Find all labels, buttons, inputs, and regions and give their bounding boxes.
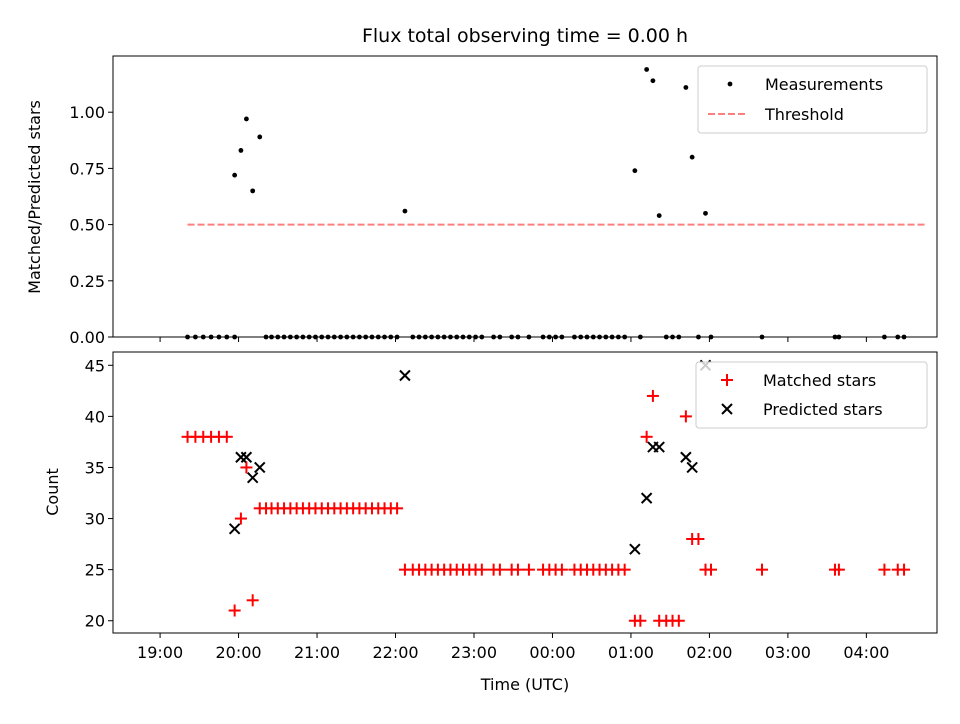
top-y-tick-label: 1.00 (69, 103, 105, 122)
matched-star-point (679, 410, 692, 423)
predicted-star-point (228, 523, 241, 535)
bottom-x-ticks: 19:00 20:00 21:00 22:00 23:00 00:00 01:00 02:00… (137, 633, 889, 662)
matched-star-point (246, 594, 259, 607)
top-y-tick-label: 0.00 (69, 328, 105, 347)
legend-matched-label: Matched stars (763, 371, 876, 390)
top-y-axis-label: Matched/Predicted stars (25, 100, 44, 294)
bottom-y-tick-label: 45 (85, 356, 105, 375)
bottom-legend-box (695, 361, 928, 429)
panel-bottom: Count Time (UTC) 20 25 30 35 40 45 19:00 20:00… (43, 351, 938, 694)
top-axes-frame (112, 55, 938, 338)
predicted-star-point (246, 471, 259, 484)
matched-star-point (832, 563, 845, 576)
top-legend: Measurements Threshold (697, 65, 928, 134)
bottom-y-tick-label: 30 (85, 510, 105, 529)
bottom-y-tick-label: 35 (85, 458, 105, 477)
legend-predicted-label: Predicted stars (763, 400, 883, 419)
matched-star-point (898, 563, 911, 576)
measurement-point (232, 172, 238, 178)
matched-star-point (555, 563, 568, 576)
x-tick-label: 19:00 (137, 643, 183, 662)
predicted-star-point (640, 492, 653, 504)
measurement-point (402, 208, 408, 214)
predicted-star-point (629, 543, 641, 555)
legend-threshold-label: Threshold (764, 105, 844, 124)
bottom-y-tick-label: 20 (85, 612, 105, 631)
x-axis-label: Time (UTC) (480, 675, 569, 694)
matched-star-point (672, 614, 685, 627)
bottom-legend: Matched stars Predicted stars (695, 361, 928, 429)
matched-star-point (878, 563, 891, 576)
predicted-star-point (680, 451, 692, 463)
measurement-point (238, 148, 244, 153)
bottom-y-ticks: 20 25 30 35 40 45 (85, 356, 113, 631)
measurement-point (689, 154, 695, 160)
matched-star-point (511, 563, 524, 576)
matched-star-point (228, 604, 241, 617)
matched-star-point (634, 614, 647, 627)
matched-star-point (646, 389, 659, 402)
predicted-star-point (240, 451, 253, 463)
bottom-y-tick-label: 40 (85, 407, 105, 426)
legend-predicted-marker (721, 403, 733, 415)
panel-top: Flux total observing time = 0.00 h Match… (25, 25, 938, 347)
predicted-star-point (399, 369, 411, 382)
bottom-y-axis-label: Count (43, 468, 62, 516)
matched-star-point (704, 563, 717, 576)
measurement-point (683, 85, 689, 90)
top-y-ticks: 0.00 0.25 0.50 0.75 1.00 (69, 103, 113, 347)
x-tick-label: 20:00 (216, 643, 262, 662)
measurement-point (703, 210, 708, 216)
matched-star-point (391, 502, 404, 515)
x-tick-label: 00:00 (529, 643, 575, 662)
measurement-point (656, 213, 662, 219)
x-tick-label: 04:00 (843, 643, 889, 662)
top-legend-box (697, 65, 928, 134)
chart-title: Flux total observing time = 0.00 h (362, 25, 688, 47)
measurement-point (632, 168, 638, 174)
bottom-axes-frame (112, 351, 938, 634)
bottom-y-tick-label: 25 (85, 561, 105, 580)
measurement-point (650, 78, 656, 84)
predicted-star-point (653, 441, 665, 453)
matched-star-point (493, 563, 506, 576)
predicted-star-point (254, 461, 266, 474)
top-y-tick-label: 0.75 (69, 159, 105, 178)
matched-star-point (240, 461, 253, 474)
legend-matched-marker (721, 374, 733, 386)
measurement-point (244, 116, 249, 122)
matched-star-point (618, 563, 631, 576)
x-tick-label: 03:00 (765, 643, 811, 662)
legend-measurements-label: Measurements (765, 75, 883, 94)
x-tick-label: 23:00 (451, 643, 497, 662)
top-plot-marks (185, 67, 926, 340)
matched-star-point (522, 563, 535, 576)
top-y-tick-label: 0.25 (69, 272, 105, 291)
x-tick-label: 22:00 (372, 643, 418, 662)
x-tick-label: 21:00 (294, 643, 340, 662)
matched-star-point (692, 532, 705, 545)
predicted-star-point (686, 461, 698, 474)
matched-star-point (640, 430, 653, 443)
matched-star-point (220, 430, 233, 443)
measurement-point (644, 67, 650, 72)
measurement-point (250, 188, 256, 194)
legend-measurements-marker (727, 81, 733, 87)
matched-star-point (475, 563, 488, 576)
matched-star-point (755, 563, 768, 576)
matched-star-point (234, 512, 247, 525)
x-tick-label: 01:00 (608, 643, 654, 662)
x-tick-label: 02:00 (686, 643, 732, 662)
measurement-point (257, 134, 263, 140)
top-y-tick-label: 0.50 (69, 216, 105, 235)
